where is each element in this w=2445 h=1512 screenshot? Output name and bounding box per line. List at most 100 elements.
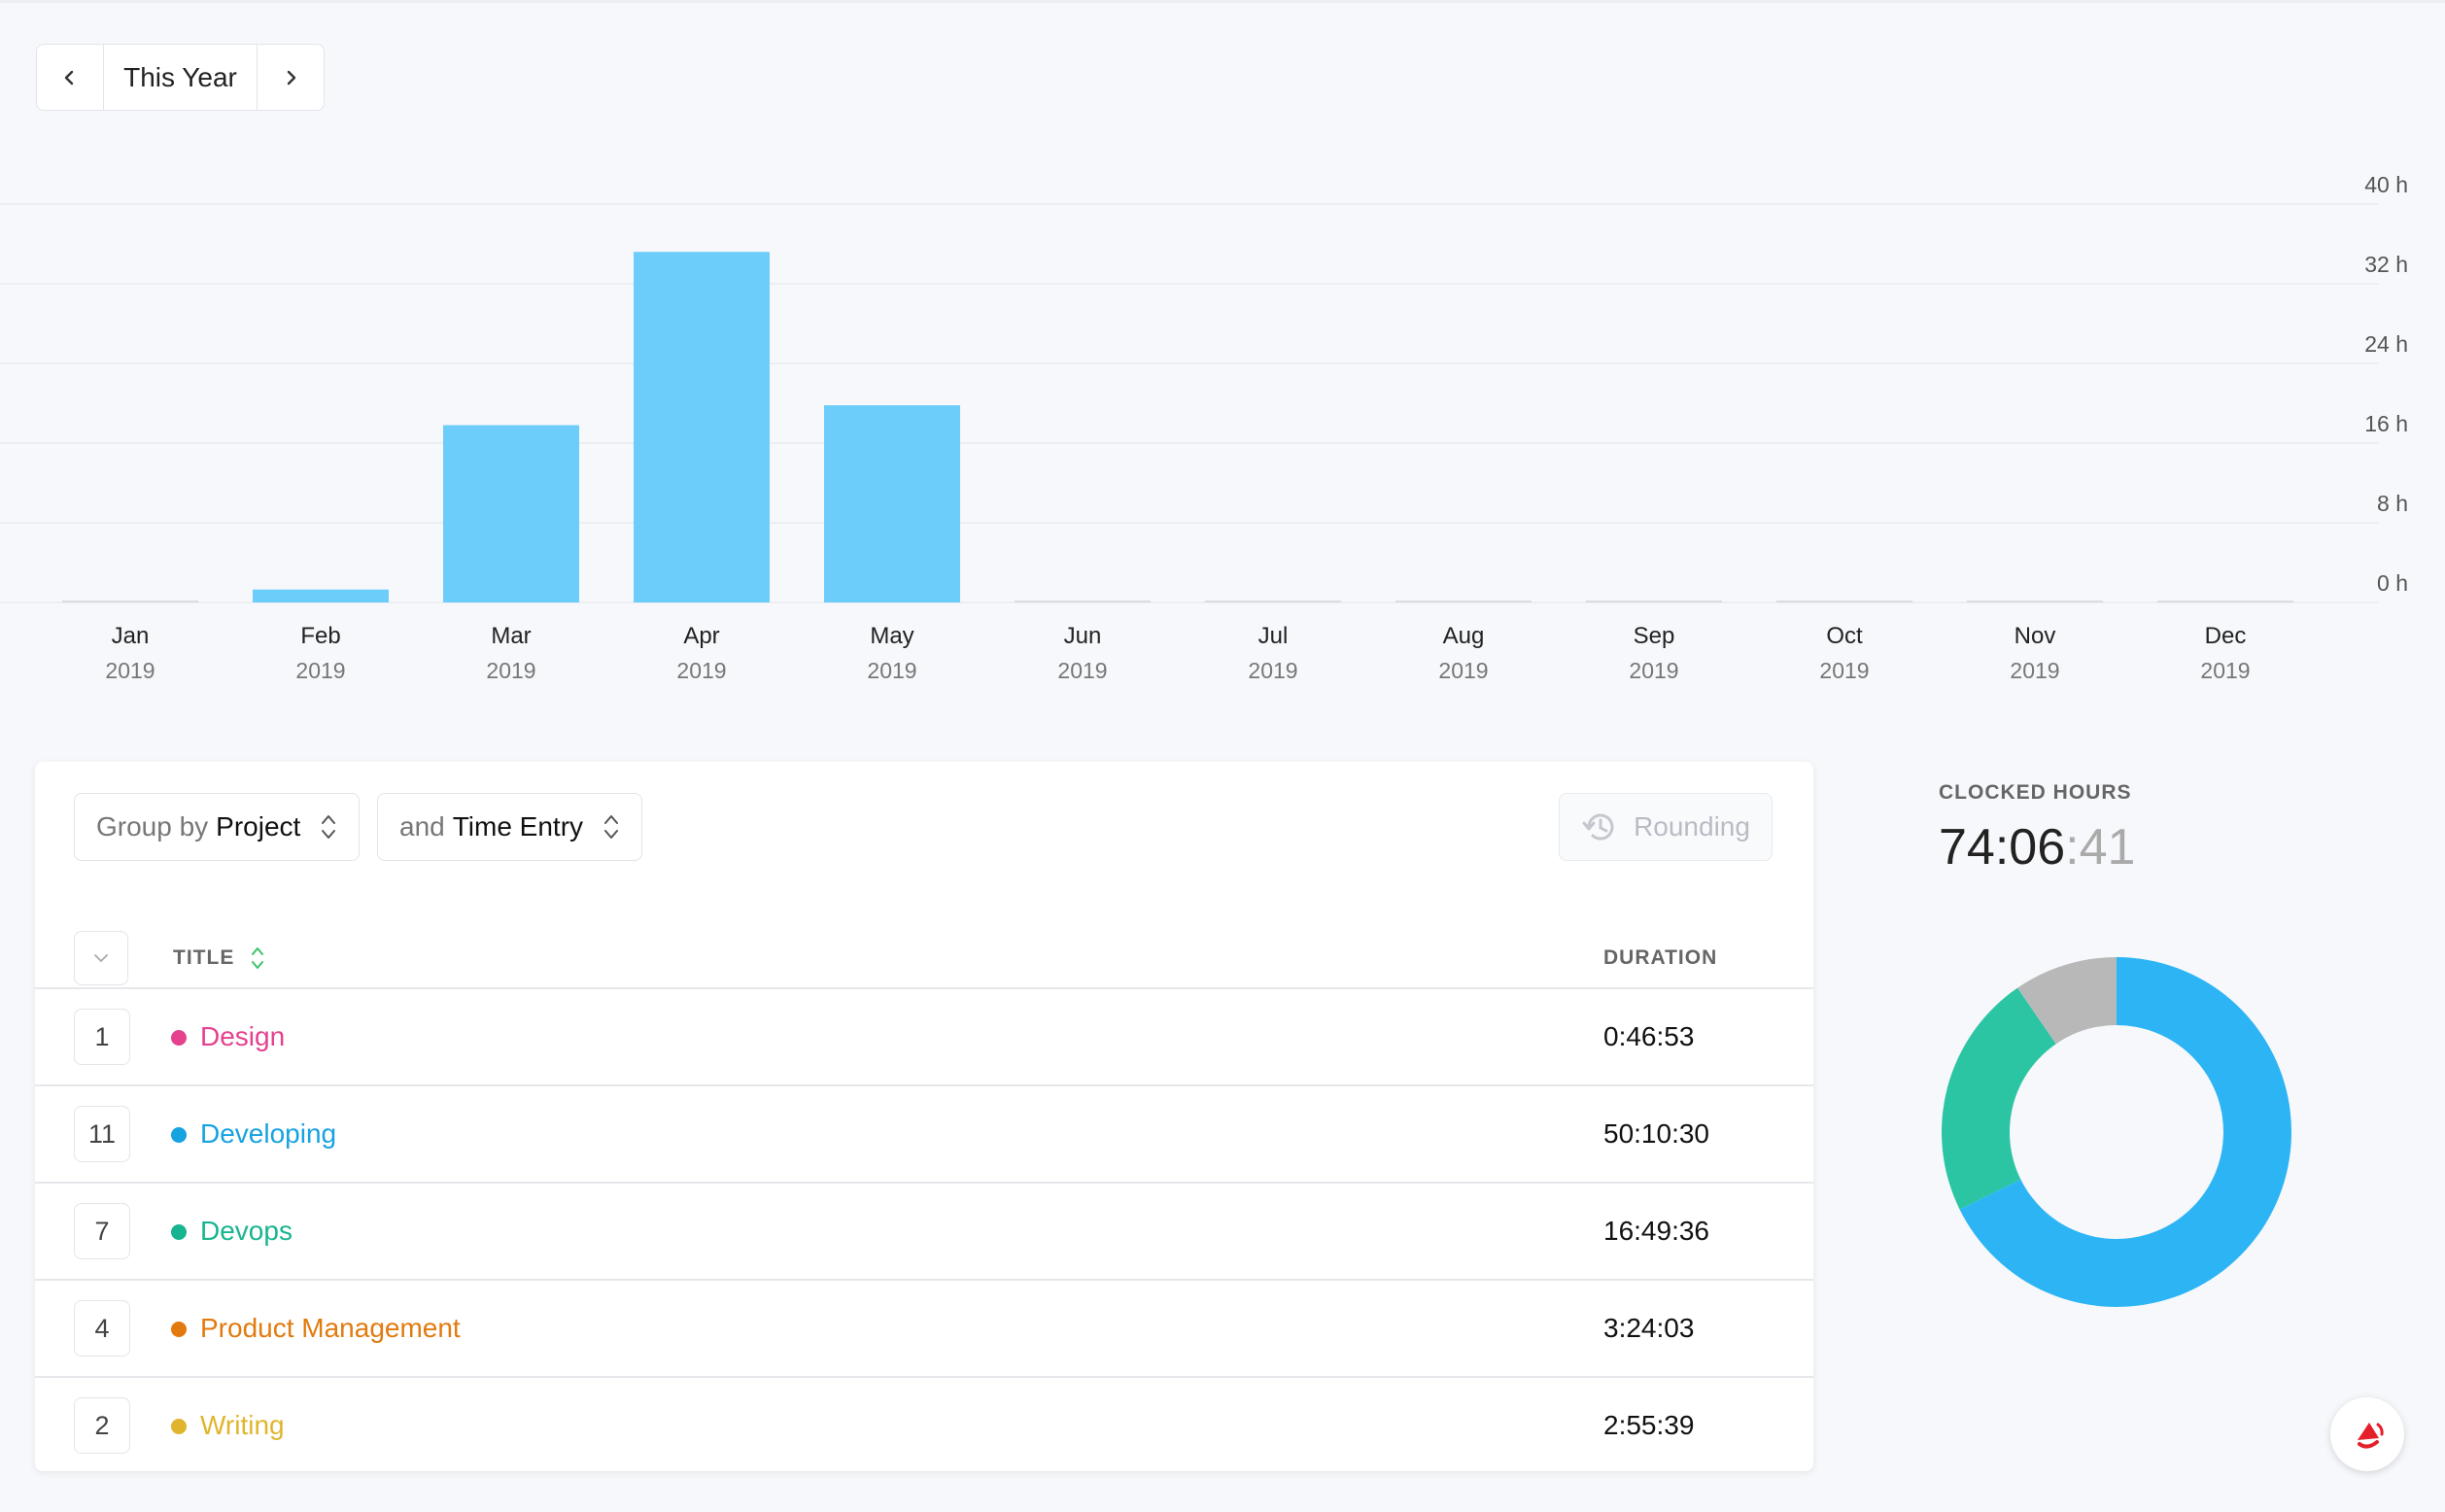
- history-icon: [1582, 813, 1614, 841]
- entry-count-badge: 2: [74, 1397, 130, 1454]
- clocked-hours-main: 74:06: [1939, 819, 2066, 876]
- x-tick-year: 2019: [1438, 658, 1488, 683]
- clocked-hours-label: CLOCKED HOURS: [1939, 781, 2132, 804]
- x-tick-month: Nov: [2015, 623, 2056, 649]
- bar-jun[interactable]: [1015, 601, 1151, 602]
- bar-may[interactable]: [824, 405, 960, 602]
- table-row[interactable]: 7 Devops 16:49:36: [35, 1184, 1813, 1281]
- x-tick-month: Dec: [2205, 623, 2247, 649]
- y-tick-label: 0 h: [2377, 570, 2408, 596]
- bar-apr[interactable]: [634, 252, 770, 602]
- x-tick-year: 2019: [1629, 658, 1678, 683]
- sort-arrows-icon: [322, 815, 336, 839]
- project-color-dot: [171, 1419, 187, 1434]
- project-color-dot: [171, 1224, 187, 1240]
- y-tick-label: 16 h: [2364, 411, 2408, 436]
- x-tick-year: 2019: [486, 658, 535, 683]
- sort-arrows-icon: [604, 815, 619, 839]
- x-tick-year: 2019: [1057, 658, 1107, 683]
- sort-arrows-icon: [252, 947, 264, 969]
- then-by-select[interactable]: and Time Entry: [377, 793, 643, 861]
- project-duration: 16:49:36: [1603, 1216, 1709, 1246]
- y-tick-label: 32 h: [2364, 252, 2408, 277]
- project-duration: 3:24:03: [1603, 1313, 1695, 1343]
- donut-segment[interactable]: [1942, 987, 2056, 1210]
- report-table-card: Group by Project and Time Entry Rounding…: [35, 762, 1813, 1471]
- group-by-prefix: Group by: [96, 811, 209, 842]
- x-tick-month: Oct: [1826, 623, 1863, 649]
- rounding-label: Rounding: [1634, 811, 1750, 842]
- x-tick-month: Mar: [491, 623, 531, 649]
- bar-oct[interactable]: [1776, 601, 1912, 602]
- bar-aug[interactable]: [1395, 601, 1532, 602]
- project-name: Developing: [200, 1118, 337, 1149]
- help-button[interactable]: [2330, 1397, 2404, 1471]
- duration-column-header[interactable]: DURATION: [1603, 946, 1718, 969]
- group-by-select[interactable]: Group by Project: [74, 793, 361, 861]
- table-row[interactable]: 11 Developing 50:10:30: [35, 1086, 1813, 1184]
- chevron-right-icon: [287, 70, 296, 85]
- x-tick-month: Apr: [683, 623, 719, 649]
- bar-dec[interactable]: [2157, 601, 2293, 602]
- bar-jul[interactable]: [1205, 601, 1341, 602]
- monthly-hours-chart: 0 h 8 h 16 h 24 h 32 h 40 h Jan 2019 Feb 2019 Mar 2…: [0, 172, 2408, 683]
- donut-segment[interactable]: [2017, 957, 2117, 1045]
- chevron-left-icon: [64, 70, 74, 85]
- project-duration: 50:10:30: [1603, 1118, 1709, 1149]
- table-row[interactable]: 1 Design 0:46:53: [35, 989, 1813, 1086]
- project-share-donut: [1942, 957, 2291, 1307]
- x-tick-month: Jan: [112, 623, 150, 649]
- project-duration: 0:46:53: [1603, 1021, 1695, 1051]
- clocked-hours-value: 74:06:41: [1939, 818, 2135, 876]
- next-period-button[interactable]: [258, 45, 324, 110]
- x-tick-month: May: [870, 623, 913, 649]
- table-row[interactable]: 4 Product Management 3:24:03: [35, 1281, 1813, 1378]
- bar-sep[interactable]: [1586, 601, 1722, 602]
- group-by-value: Project: [216, 811, 301, 842]
- rounding-button[interactable]: Rounding: [1559, 793, 1773, 861]
- x-tick-month: Jun: [1064, 623, 1102, 649]
- table-row[interactable]: 2 Writing 2:55:39: [35, 1378, 1813, 1471]
- x-tick-year: 2019: [867, 658, 916, 683]
- y-tick-label: 40 h: [2364, 172, 2408, 197]
- entry-count-badge: 7: [74, 1203, 130, 1259]
- y-tick-label: 8 h: [2377, 491, 2408, 516]
- period-label[interactable]: This Year: [103, 45, 258, 110]
- x-tick-month: Jul: [1258, 623, 1289, 649]
- bar-nov[interactable]: [1967, 601, 2103, 602]
- entry-count-badge: 11: [74, 1106, 130, 1162]
- x-tick-year: 2019: [2010, 658, 2059, 683]
- top-border: [0, 0, 2445, 3]
- x-tick-year: 2019: [2200, 658, 2250, 683]
- period-navigator: This Year: [36, 44, 325, 111]
- support-icon: [2358, 1423, 2384, 1449]
- x-tick-month: Aug: [1443, 623, 1485, 649]
- y-tick-label: 24 h: [2364, 331, 2408, 357]
- project-name: Devops: [200, 1216, 293, 1246]
- project-color-dot: [171, 1127, 187, 1143]
- then-by-value: Time Entry: [452, 811, 584, 842]
- x-tick-year: 2019: [295, 658, 345, 683]
- bar-jan[interactable]: [62, 601, 198, 602]
- x-tick-year: 2019: [105, 658, 155, 683]
- bar-mar[interactable]: [443, 425, 579, 602]
- project-color-dot: [171, 1030, 187, 1046]
- title-column-header[interactable]: TITLE: [173, 945, 265, 972]
- expand-all-toggle[interactable]: [74, 931, 128, 985]
- then-by-prefix: and: [399, 811, 445, 842]
- donut-segment[interactable]: [1959, 957, 2291, 1307]
- previous-period-button[interactable]: [37, 45, 103, 110]
- chevron-down-icon: [94, 954, 108, 963]
- table-header: TITLE DURATION: [35, 908, 1813, 989]
- clocked-hours-seconds: :41: [2065, 819, 2136, 876]
- project-name: Product Management: [200, 1313, 461, 1343]
- project-name: Writing: [200, 1410, 285, 1440]
- bar-feb[interactable]: [253, 589, 389, 602]
- x-tick-year: 2019: [1819, 658, 1869, 683]
- x-tick-year: 2019: [1248, 658, 1297, 683]
- title-column-label: TITLE: [173, 946, 235, 969]
- x-tick-month: Feb: [300, 623, 340, 649]
- entry-count-badge: 1: [74, 1009, 130, 1065]
- project-duration: 2:55:39: [1603, 1410, 1695, 1440]
- x-tick-month: Sep: [1634, 623, 1675, 649]
